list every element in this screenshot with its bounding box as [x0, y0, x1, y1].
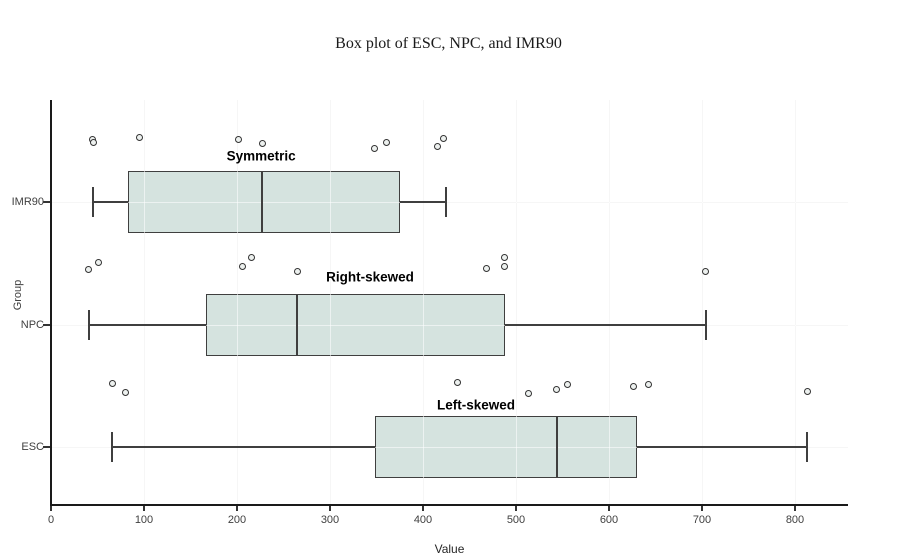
data-point-ESC: [563, 380, 571, 388]
data-point-ESC: [453, 378, 461, 386]
gridline-horizontal-overlay: [51, 325, 848, 326]
data-point-NPC: [239, 262, 247, 270]
x-axis-label: Value: [434, 542, 465, 556]
whisker-left-IMR90: [92, 201, 129, 203]
data-point-ESC: [553, 385, 561, 393]
gridline-vertical-overlay: [237, 100, 238, 504]
data-point-NPC: [84, 265, 92, 273]
whisker-right-IMR90: [399, 201, 447, 203]
data-point-ESC: [629, 382, 637, 390]
data-point-ESC: [645, 380, 653, 388]
gridline-vertical-overlay: [516, 100, 517, 504]
x-tick-label-500: 500: [506, 514, 526, 526]
data-point-NPC: [501, 262, 509, 270]
data-point-ESC: [803, 387, 811, 395]
data-point-ESC: [108, 379, 116, 387]
x-tick-label-100: 100: [134, 514, 154, 526]
whisker-right-ESC: [636, 446, 808, 448]
whisker-cap-low-NPC: [88, 310, 91, 340]
x-tick-label-700: 700: [692, 514, 712, 526]
gridline-horizontal-overlay: [51, 447, 848, 448]
whisker-cap-high-IMR90: [445, 187, 448, 217]
x-tick-label-600: 600: [599, 514, 619, 526]
data-point-ESC: [524, 389, 532, 397]
gridline-vertical-overlay: [144, 100, 145, 504]
x-tick-mark-600: [608, 506, 610, 511]
annotation-right-skewed: Right-skewed: [326, 269, 414, 285]
median-IMR90: [261, 171, 264, 233]
data-point-IMR90: [434, 142, 442, 150]
x-axis-line: [50, 504, 848, 506]
x-tick-mark-400: [422, 506, 424, 511]
x-tick-label-0: 0: [47, 514, 55, 526]
data-point-IMR90: [90, 138, 98, 146]
x-tick-mark-300: [329, 506, 331, 511]
median-NPC: [296, 294, 299, 356]
data-point-IMR90: [439, 134, 447, 142]
whisker-left-ESC: [112, 446, 375, 448]
gridline-vertical-overlay: [795, 100, 796, 504]
data-point-ESC: [121, 388, 129, 396]
gridline-vertical-overlay: [702, 100, 703, 504]
data-point-NPC: [482, 264, 490, 272]
whisker-cap-low-ESC: [111, 432, 114, 462]
data-point-IMR90: [258, 139, 266, 147]
x-tick-mark-0: [50, 506, 52, 511]
y-tick-label-NPC: NPC: [20, 319, 44, 331]
chart-title: Box plot of ESC, NPC, and IMR90: [335, 35, 562, 52]
x-tick-mark-800: [794, 506, 796, 511]
gridline-vertical-overlay: [423, 100, 424, 504]
y-tick-mark-IMR90: [43, 201, 50, 203]
x-tick-mark-100: [143, 506, 145, 511]
gridline-vertical-overlay: [330, 100, 331, 504]
y-tick-mark-ESC: [43, 446, 50, 448]
plot-area: Symmetric Right-skewed Left-skewed: [51, 100, 848, 504]
whisker-cap-low-IMR90: [91, 187, 94, 217]
x-tick-mark-700: [701, 506, 703, 511]
annotation-left-skewed: Left-skewed: [436, 397, 516, 413]
whisker-right-NPC: [504, 324, 706, 326]
x-tick-label-400: 400: [413, 514, 433, 526]
y-axis-line: [50, 100, 52, 506]
whisker-left-NPC: [89, 324, 207, 326]
data-point-IMR90: [371, 144, 379, 152]
x-tick-label-300: 300: [320, 514, 340, 526]
x-tick-mark-200: [236, 506, 238, 511]
data-point-NPC: [248, 253, 256, 261]
whisker-cap-high-ESC: [806, 432, 809, 462]
y-tick-mark-NPC: [43, 324, 50, 326]
data-point-IMR90: [135, 133, 143, 141]
annotation-symmetric: Symmetric: [226, 148, 296, 164]
whisker-cap-high-NPC: [704, 310, 707, 340]
x-tick-label-800: 800: [785, 514, 805, 526]
data-point-NPC: [94, 258, 102, 266]
data-point-NPC: [702, 267, 710, 275]
x-tick-mark-500: [515, 506, 517, 511]
data-point-NPC: [293, 267, 301, 275]
data-point-IMR90: [383, 138, 391, 146]
y-tick-label-IMR90: IMR90: [11, 196, 44, 208]
data-point-IMR90: [235, 135, 243, 143]
gridline-vertical-overlay: [609, 100, 610, 504]
y-tick-label-ESC: ESC: [21, 441, 44, 453]
x-tick-label-200: 200: [227, 514, 247, 526]
median-ESC: [555, 416, 558, 478]
gridline-horizontal-overlay: [51, 202, 848, 203]
data-point-NPC: [501, 253, 509, 261]
y-axis-label: Group: [12, 279, 24, 311]
